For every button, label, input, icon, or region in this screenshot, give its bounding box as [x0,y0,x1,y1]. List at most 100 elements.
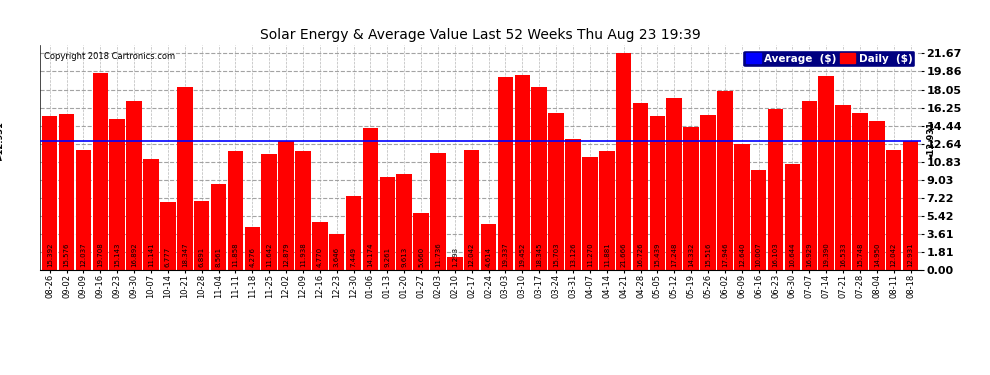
Bar [750,170,766,270]
Bar [700,115,716,270]
Text: 1.293: 1.293 [451,247,457,267]
Bar [346,195,361,270]
Text: 16.892: 16.892 [131,242,138,267]
Text: ►12.931: ►12.931 [0,121,5,160]
Bar [211,184,227,270]
Bar [802,101,817,270]
Text: 19.337: 19.337 [503,242,509,267]
Text: 13.126: 13.126 [570,242,576,267]
Bar [261,154,277,270]
Bar [127,101,142,270]
Text: 3.646: 3.646 [334,247,340,267]
Bar [194,201,210,270]
Text: 15.392: 15.392 [47,243,52,267]
Text: 14.174: 14.174 [367,243,373,267]
Text: 6.891: 6.891 [199,247,205,267]
Bar [565,139,581,270]
Bar [498,76,513,270]
Text: 11.270: 11.270 [587,242,593,267]
Bar [599,151,615,270]
Bar [785,164,800,270]
Text: 11.938: 11.938 [300,242,306,267]
Text: 15.143: 15.143 [114,243,120,267]
Bar [58,114,74,270]
Text: 12.042: 12.042 [891,243,897,267]
Bar [278,141,294,270]
Text: 15.703: 15.703 [553,242,559,267]
Bar [532,87,547,270]
Bar [515,75,530,270]
Bar [396,174,412,270]
Text: 11.141: 11.141 [148,242,154,267]
Text: 4.276: 4.276 [249,247,255,267]
Text: 17.248: 17.248 [671,243,677,267]
Bar [903,141,919,270]
Text: 14.950: 14.950 [874,243,880,267]
Text: 10.644: 10.644 [789,243,795,267]
Text: Copyright 2018 Cartronics.com: Copyright 2018 Cartronics.com [44,52,175,61]
Bar [582,157,598,270]
Text: 6.777: 6.777 [165,247,171,267]
Bar [93,73,108,270]
Text: 4.614: 4.614 [485,247,492,267]
Text: 21.666: 21.666 [621,242,627,267]
Text: 11.642: 11.642 [266,243,272,267]
Text: 11.736: 11.736 [435,242,441,267]
Bar [464,150,479,270]
Bar [329,234,345,270]
Bar [683,127,699,270]
Bar [413,213,429,270]
Text: 18.345: 18.345 [537,243,543,267]
Bar [447,257,462,270]
Bar [666,98,682,270]
Bar [717,90,733,270]
Text: 12.042: 12.042 [468,243,475,267]
Bar [177,87,192,270]
Bar [616,53,632,270]
Text: 11.858: 11.858 [233,242,239,267]
Bar [481,224,496,270]
Bar [312,222,328,270]
Text: 9.613: 9.613 [401,247,407,267]
Bar [819,76,834,270]
Text: 8.561: 8.561 [216,247,222,267]
Bar [852,112,867,270]
Bar [110,118,125,270]
Text: 19.452: 19.452 [520,243,526,267]
Text: 18.347: 18.347 [182,242,188,267]
Text: 5.660: 5.660 [418,247,424,267]
Text: 19.708: 19.708 [97,242,103,267]
Bar [160,202,175,270]
Text: 14.332: 14.332 [688,243,694,267]
Bar [886,150,902,270]
Text: 16.929: 16.929 [806,242,813,267]
Bar [869,120,885,270]
Text: 7.449: 7.449 [350,247,356,267]
Text: 16.103: 16.103 [772,242,778,267]
Text: 15.516: 15.516 [705,243,711,267]
Bar [734,144,749,270]
Text: 17.946: 17.946 [722,242,728,267]
Text: 15.439: 15.439 [654,243,660,267]
Text: ◄12.931: ◄12.931 [928,121,937,160]
Text: 12.931: 12.931 [908,242,914,267]
Bar [245,227,260,270]
Bar [75,150,91,270]
Text: 19.390: 19.390 [823,242,830,267]
Bar [548,113,564,270]
Bar [295,151,311,270]
Text: 11.881: 11.881 [604,242,610,267]
Bar [144,159,158,270]
Text: 15.576: 15.576 [63,243,69,267]
Bar [836,105,850,270]
Bar [633,103,648,270]
Bar [362,128,378,270]
Bar [42,116,57,270]
Bar [768,109,783,270]
Text: 16.533: 16.533 [841,242,846,267]
Text: 12.640: 12.640 [739,243,744,267]
Bar [228,152,244,270]
Text: 15.748: 15.748 [857,243,863,267]
Bar [431,153,446,270]
Text: 4.770: 4.770 [317,247,323,267]
